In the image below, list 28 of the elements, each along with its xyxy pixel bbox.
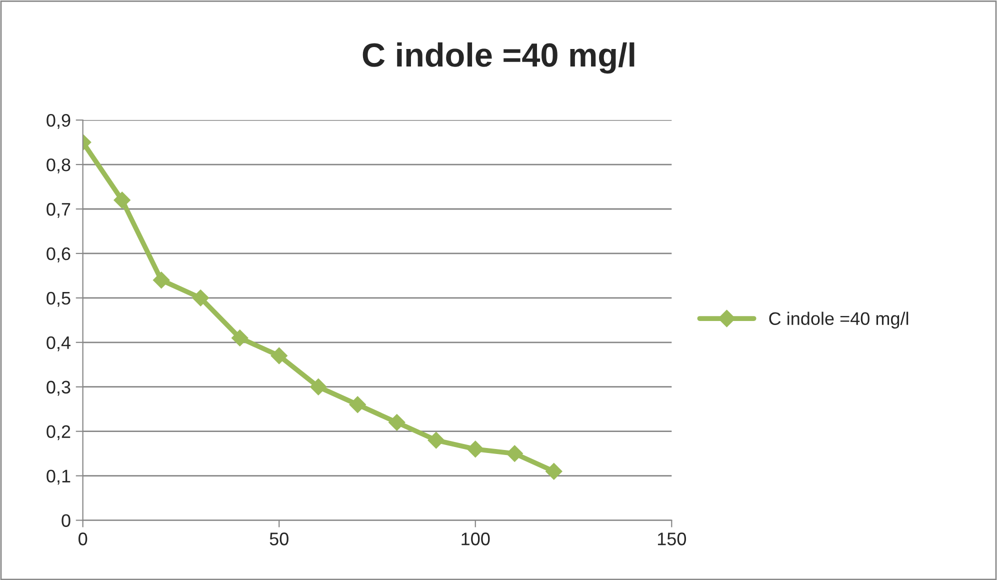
point xyxy=(270,347,288,364)
y-tick-label: 0,8 xyxy=(46,158,70,174)
x-tick-label: 150 xyxy=(658,532,686,546)
point xyxy=(428,432,445,449)
point xyxy=(231,330,248,346)
y-tick-label: 0,5 xyxy=(46,292,70,307)
x-tick-label: 50 xyxy=(270,532,288,546)
y-tick-label: 0 xyxy=(62,514,70,527)
point xyxy=(506,445,524,462)
point xyxy=(349,396,366,414)
legend-label: C indole =40 mg/l xyxy=(769,312,908,329)
point xyxy=(388,414,406,431)
point xyxy=(114,192,130,208)
y-tick-label: 0,9 xyxy=(46,114,70,129)
x-tick-label: 0 xyxy=(78,532,88,546)
point xyxy=(546,462,562,480)
chart-title: C indole =40 mg/l xyxy=(362,42,634,74)
y-tick-label: 0,2 xyxy=(46,425,70,440)
point xyxy=(152,272,170,289)
y-tick-label: 0,4 xyxy=(46,336,70,352)
y-tick-label: 0,7 xyxy=(46,202,70,218)
x-tick-label: 100 xyxy=(462,532,490,546)
point xyxy=(310,378,327,396)
point xyxy=(467,440,484,458)
y-tick-label: 0,1 xyxy=(46,470,70,485)
y-tick-label: 0,6 xyxy=(46,247,70,262)
point xyxy=(192,290,209,306)
y-tick-label: 0,3 xyxy=(46,380,70,396)
